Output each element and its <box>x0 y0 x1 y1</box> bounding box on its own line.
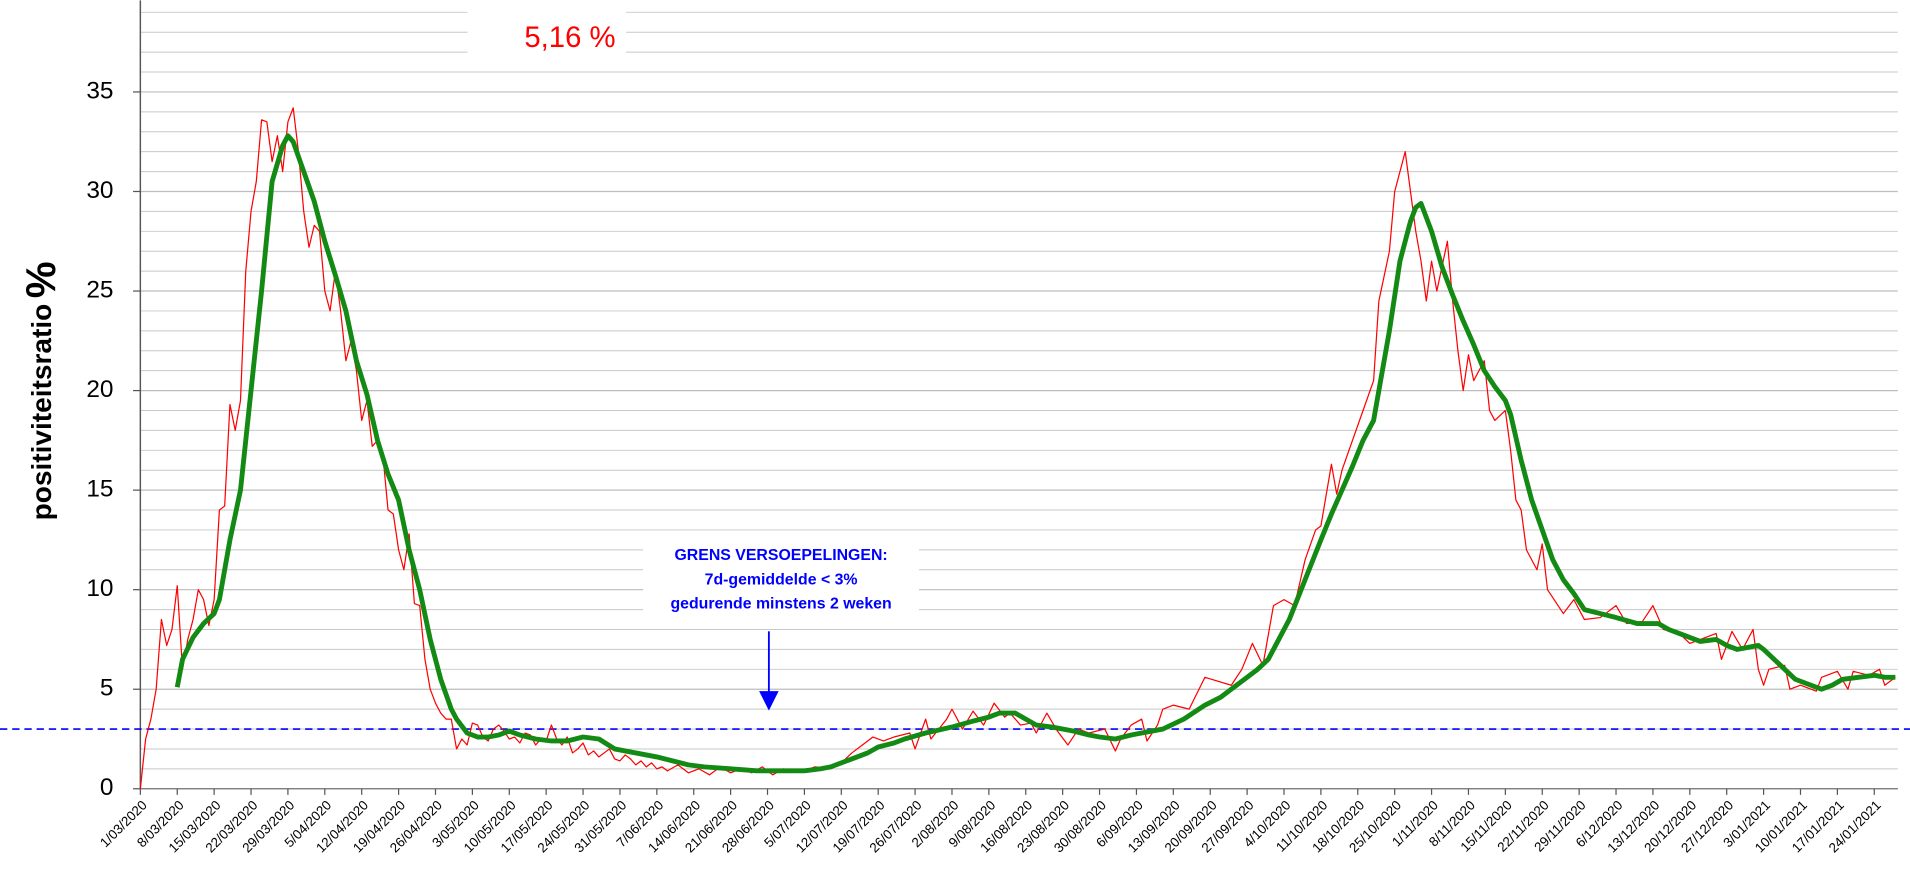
annotation-arrowhead <box>759 691 779 711</box>
annotation-text: GRENS VERSOEPELINGEN: <box>674 547 887 564</box>
annotation-text: gedurende minstens 2 weken <box>670 596 891 613</box>
y-tick-label: 15 <box>86 476 113 503</box>
y-label-unit: % <box>17 261 64 298</box>
foreground: 051015202530351/03/20208/03/202015/03/20… <box>86 77 1883 855</box>
label-box <box>467 0 627 57</box>
y-tick-label: 30 <box>86 177 113 204</box>
y-tick-label: 20 <box>86 376 113 403</box>
label-boxes <box>467 0 919 625</box>
y-tick-label: 35 <box>86 77 113 104</box>
series-layer <box>139 107 1896 789</box>
y-tick-label: 0 <box>100 774 114 801</box>
y-tick-label: 25 <box>86 276 113 303</box>
y-label-text: positiviteitsratio <box>26 304 57 521</box>
series-line <box>139 107 1896 789</box>
y-axis-label: positiviteitsratio % <box>17 261 64 520</box>
y-tick-label: 10 <box>86 575 113 602</box>
annotation-box <box>643 538 919 625</box>
y-tick-label: 5 <box>100 675 114 702</box>
grid-layer <box>133 0 1898 795</box>
series-line <box>174 133 1896 774</box>
latest-label: 5,16 % <box>524 21 615 54</box>
annotation-text: 7d-gemiddelde < 3% <box>705 571 858 588</box>
